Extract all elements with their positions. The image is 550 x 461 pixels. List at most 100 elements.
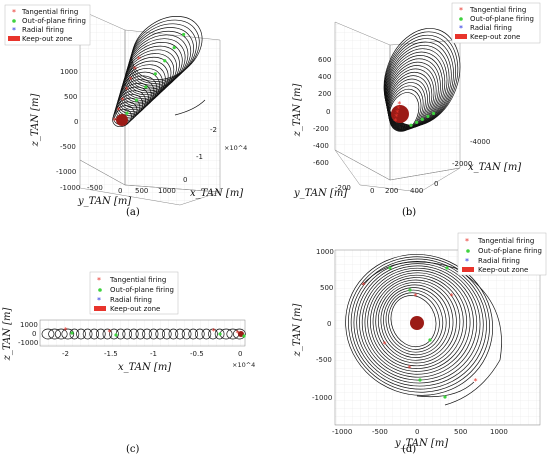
- trajectory-loop: [387, 71, 433, 130]
- trajectory-loop: [345, 254, 494, 396]
- trajectory-loop: [350, 258, 487, 390]
- legend-out-of-plane: Out-of-plane firing: [22, 17, 86, 25]
- panel-a-keep-out-zone: [116, 114, 128, 126]
- trajectory-loop: [386, 58, 441, 129]
- panel-c-x-tick: -1.5: [104, 350, 118, 358]
- trajectory-loop: [385, 44, 450, 128]
- tangential-firing-marker: *: [236, 329, 240, 338]
- panel-b-z-tick: 0: [326, 108, 330, 116]
- panel-d-x-tick: -1000: [332, 428, 352, 436]
- trajectory-loop: [388, 292, 440, 350]
- panel-a-legend: * Tangential firing Out-of-plane firing …: [4, 4, 91, 46]
- panel-c-legend: * Tangential firing Out-of-plane firing …: [89, 271, 179, 315]
- panel-d-y-tick: 500: [320, 284, 333, 292]
- panel-a-z-label: z_TAN [m]: [30, 93, 41, 147]
- panel-d-y-tick: 0: [327, 320, 331, 328]
- panel-b-keep-out-zone: [391, 105, 409, 123]
- out-of-plane-marker-icon: [98, 288, 102, 292]
- trajectory-loop: [386, 68, 435, 130]
- trajectory-loop: [168, 328, 179, 340]
- trajectory-loop: [126, 38, 186, 92]
- trajectory-arc: [416, 381, 475, 398]
- panel-a-x-tick: -2: [210, 126, 217, 134]
- trajectory-loop: [385, 289, 444, 353]
- trajectory-loop: [359, 265, 478, 381]
- panel-d-x-label: y_TAN [m]: [394, 438, 448, 449]
- panel-c-z-tick: 1000: [20, 321, 38, 329]
- out-of-plane-firing-marker: [415, 120, 419, 124]
- trajectory-loop: [383, 287, 447, 356]
- trajectory-loop: [61, 328, 75, 340]
- trajectory-loop: [48, 328, 61, 340]
- panel-d-y-tick: 1000: [316, 248, 334, 256]
- out-of-plane-firing-marker: [163, 59, 167, 63]
- panel-a-z-tick: -1000: [56, 168, 76, 176]
- trajectory-loop: [131, 16, 203, 80]
- legend-keep-out: Keep-out zone: [22, 35, 72, 43]
- tangential-marker-icon: *: [97, 276, 101, 285]
- trajectory-loop: [387, 78, 428, 131]
- trajectory-loop: [233, 328, 246, 340]
- panel-b-z-tick: -600: [313, 159, 329, 167]
- panel-d-caption: (d): [402, 444, 416, 455]
- trajectory-loop: [142, 328, 152, 340]
- panel-a-x-exponent: ×10^4: [224, 144, 247, 152]
- legend-out-of-plane: Out-of-plane firing: [470, 15, 534, 23]
- panel-a-y-tick: 1000: [158, 187, 176, 195]
- tangential-firing-marker: *: [133, 65, 137, 74]
- trajectory-loop: [388, 82, 426, 131]
- trajectory-loop: [120, 68, 163, 107]
- trajectory-loop: [348, 256, 490, 393]
- trajectory-loop: [155, 328, 166, 340]
- panel-a-x-label: x_TAN [m]: [190, 188, 243, 199]
- panel-b-z-tick: 200: [318, 90, 331, 98]
- radial-marker-icon: *: [12, 26, 16, 35]
- out-of-plane-marker-icon: [459, 17, 463, 21]
- trajectory-arc: [174, 99, 206, 116]
- tangential-firing-marker: *: [113, 116, 117, 125]
- panel-c-caption: (c): [126, 444, 140, 455]
- trajectory-loop: [370, 274, 464, 369]
- panel-d-legend: * Tangential firing Out-of-plane firing …: [457, 232, 547, 276]
- trajectory-loop: [69, 328, 80, 340]
- panel-b-trajectory: [383, 28, 461, 132]
- keep-out-swatch-icon: [462, 267, 474, 272]
- trajectory-loop: [161, 328, 172, 340]
- out-of-plane-firing-marker: [409, 123, 413, 127]
- trajectory-loop: [116, 86, 149, 116]
- tangential-firing-marker: *: [129, 75, 133, 84]
- legend-out-of-plane: Out-of-plane firing: [110, 286, 174, 294]
- trajectory-loop: [386, 61, 439, 129]
- trajectory-loop: [102, 328, 113, 340]
- trajectory-loop: [124, 49, 177, 97]
- keep-out-swatch-icon: [94, 306, 106, 311]
- panel-a-y-tick: 500: [135, 187, 148, 195]
- tangential-marker-icon: *: [459, 6, 463, 15]
- panel-b-y-tick: -200: [335, 184, 351, 192]
- panel-b-z-tick: -200: [313, 125, 329, 133]
- trajectory-loop: [384, 41, 452, 128]
- out-of-plane-firing-marker: [144, 85, 148, 89]
- trajectory-loop: [385, 51, 446, 129]
- panel-a-floor: [79, 159, 221, 206]
- out-of-plane-firing-marker: [218, 332, 222, 336]
- panel-b: ***** 600 400 200 0 -200 -400 -600 -200 …: [292, 2, 541, 218]
- panel-a-z-tick: 500: [64, 93, 77, 101]
- trajectory-loop: [385, 48, 448, 128]
- panel-c: * * * * 1000 0 -1000 -2 -1.5 -1 -0.5 0 ×10^…: [2, 271, 255, 455]
- out-of-plane-firing-marker: [134, 98, 139, 102]
- trajectory-loop: [95, 328, 106, 340]
- panel-b-firing-markers: *****: [393, 100, 436, 127]
- trajectory-loop: [388, 92, 420, 132]
- panel-a-z-tick: 1000: [60, 68, 78, 76]
- trajectory-loop: [388, 85, 424, 132]
- out-of-plane-firing-marker: [153, 72, 157, 76]
- panel-b-floor: [334, 149, 461, 193]
- panel-b-z-label: z_TAN [m]: [292, 83, 303, 137]
- tangential-firing-marker: *: [414, 292, 418, 301]
- radial-marker-icon: *: [97, 296, 101, 305]
- tangential-firing-marker: *: [64, 326, 68, 335]
- panel-b-y-label: y_TAN [m]: [293, 188, 347, 199]
- out-of-plane-firing-marker: [428, 338, 432, 342]
- trajectory-loop: [122, 60, 169, 103]
